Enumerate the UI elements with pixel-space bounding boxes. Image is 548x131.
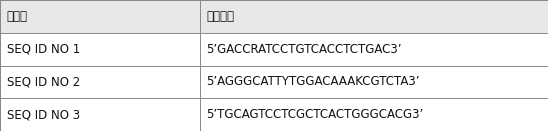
Bar bbox=[200, 98, 548, 131]
Text: SEQ ID NO 1: SEQ ID NO 1 bbox=[7, 43, 80, 56]
Text: 序列号: 序列号 bbox=[7, 10, 27, 23]
Bar bbox=[0, 66, 200, 98]
Bar bbox=[0, 66, 200, 98]
Bar bbox=[200, 98, 548, 131]
Text: SEQ ID NO 3: SEQ ID NO 3 bbox=[7, 108, 79, 121]
Text: 5’AGGGCATTYTGGACAAAKCGTCTA3’: 5’AGGGCATTYTGGACAAAKCGTCTA3’ bbox=[207, 75, 420, 88]
Text: 5’TGCAGTCCTCGCTCACTGGGCACG3’: 5’TGCAGTCCTCGCTCACTGGGCACG3’ bbox=[207, 108, 424, 121]
Bar bbox=[0, 33, 200, 66]
Bar bbox=[0, 98, 200, 131]
Bar bbox=[0, 0, 200, 33]
Text: SEQ ID NO 2: SEQ ID NO 2 bbox=[7, 75, 80, 88]
Bar bbox=[200, 66, 548, 98]
Text: 5’GACCRATCCTGTCACCTCTGAC3’: 5’GACCRATCCTGTCACCTCTGAC3’ bbox=[207, 43, 402, 56]
Bar bbox=[200, 33, 548, 66]
Text: 引物序列: 引物序列 bbox=[207, 10, 235, 23]
Bar bbox=[200, 0, 548, 33]
Bar bbox=[0, 0, 200, 33]
Bar bbox=[200, 33, 548, 66]
Bar bbox=[200, 0, 548, 33]
Bar bbox=[0, 98, 200, 131]
Bar bbox=[0, 33, 200, 66]
Bar bbox=[200, 66, 548, 98]
